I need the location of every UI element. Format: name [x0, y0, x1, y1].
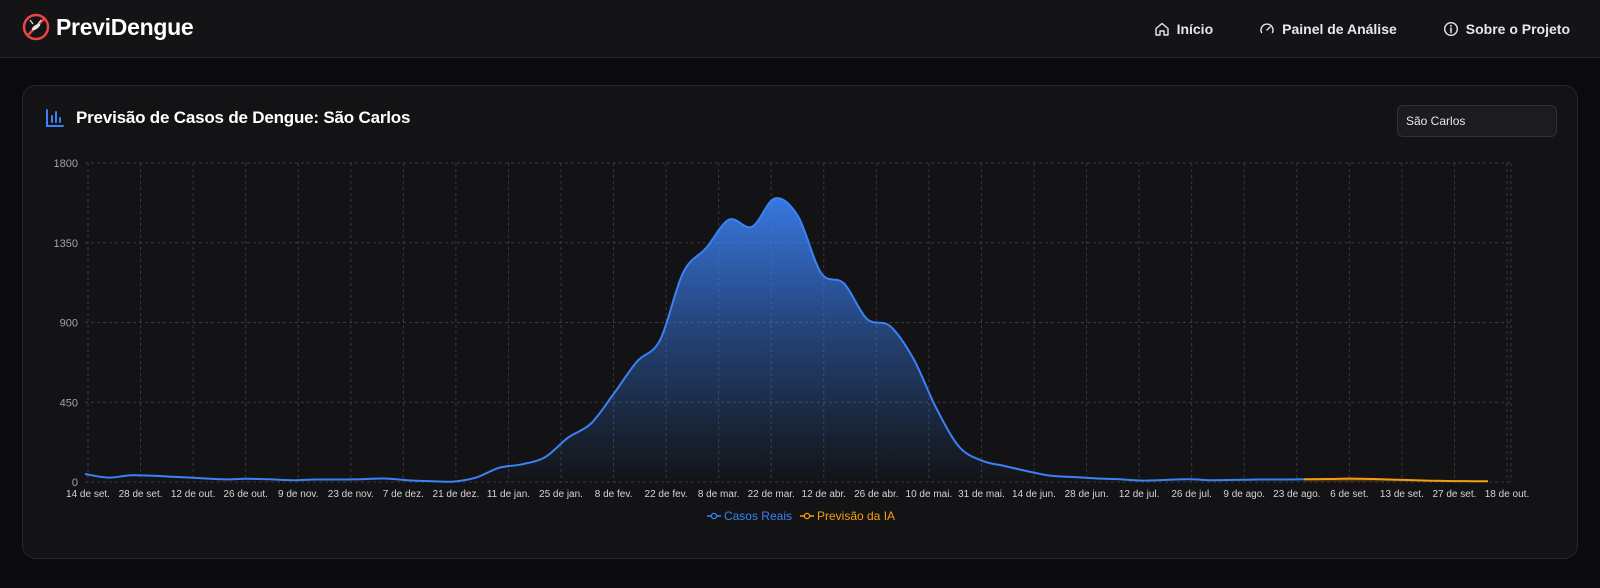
- x-tick-label: 31 de mai.: [958, 489, 1005, 500]
- x-tick-label: 23 de nov.: [328, 489, 374, 500]
- series-area-actual: [85, 198, 1304, 482]
- legend-label-forecast: Previsão da IA: [816, 509, 896, 523]
- legend-label-actual: Casos Reais: [723, 509, 792, 523]
- x-tick-label: 12 de out.: [171, 489, 215, 500]
- nav-link-label: Painel de Análise: [1282, 21, 1397, 37]
- x-tick-label: 22 de mar.: [748, 489, 795, 500]
- x-tick-label: 22 de fev.: [645, 489, 688, 500]
- x-tick-label: 26 de jul.: [1171, 489, 1212, 500]
- y-tick-label: 1350: [54, 238, 78, 250]
- chart-legend: Casos Reais Previsão da IA: [23, 509, 1579, 523]
- x-tick-label: 8 de mar.: [698, 489, 740, 500]
- x-tick-label: 14 de set.: [66, 489, 110, 500]
- bar-chart-icon: [46, 109, 64, 127]
- x-tick-label: 9 de nov.: [278, 489, 318, 500]
- x-tick-label: 21 de dez.: [433, 489, 480, 500]
- home-icon: [1154, 22, 1169, 36]
- x-tick-label: 26 de out.: [223, 489, 267, 500]
- x-tick-label: 13 de set.: [1380, 489, 1424, 500]
- brand-title: PreviDengue: [56, 13, 194, 40]
- forecast-chart: 0 450 900 1350 1800 14 de set. 28 de set. 12 de…: [54, 158, 1530, 500]
- x-tick-label: 6 de set.: [1330, 489, 1368, 500]
- x-tick-label: 28 de jun.: [1065, 489, 1109, 500]
- x-tick-label: 11 de jan.: [487, 489, 530, 500]
- city-select[interactable]: São Carlos: [1397, 105, 1557, 137]
- y-tick-label: 900: [60, 318, 78, 330]
- x-tick-label: 9 de ago.: [1223, 489, 1265, 500]
- x-tick-label: 18 de out.: [1485, 489, 1529, 500]
- mosquito-logo-icon: [22, 13, 50, 41]
- card-title: Previsão de Casos de Dengue: São Carlos: [76, 108, 411, 127]
- x-tick-label: 8 de fev.: [595, 489, 633, 500]
- series-line-actual: [84, 197, 1305, 483]
- nav-link-label: Sobre o Projeto: [1465, 21, 1570, 37]
- nav-links: Início Painel de Análise Sobre o Projeto: [1108, 0, 1570, 58]
- y-tick-label: 0: [72, 477, 78, 489]
- y-tick-label: 450: [60, 397, 78, 409]
- x-tick-label: 25 de jan.: [539, 489, 583, 500]
- x-tick-label: 26 de abr.: [854, 489, 898, 500]
- x-tick-label: 12 de jul.: [1119, 489, 1160, 500]
- y-tick-label: 1800: [54, 158, 78, 170]
- gauge-icon: [1260, 23, 1274, 34]
- nav-link-label: Início: [1176, 21, 1214, 37]
- legend-item-forecast[interactable]: Previsão da IA: [799, 509, 896, 523]
- series-line-forecast: [1303, 477, 1489, 483]
- card-header: Previsão de Casos de Dengue: São Carlos: [45, 108, 410, 128]
- x-tick-label: 14 de jun.: [1012, 489, 1056, 500]
- brand[interactable]: PreviDengue: [22, 13, 194, 41]
- forecast-card: 0 450 900 1350 1800 14 de set. 28 de set. 12 de…: [22, 85, 1578, 559]
- x-tick-label: 28 de set.: [119, 489, 163, 500]
- nav-link-painel[interactable]: Painel de Análise: [1259, 21, 1397, 37]
- x-tick-label: 12 de abr.: [802, 489, 846, 500]
- nav-link-inicio[interactable]: Início: [1154, 21, 1214, 37]
- legend-line-dot-icon: [706, 512, 721, 520]
- x-tick-label: 27 de set.: [1432, 489, 1476, 500]
- nav-link-sobre[interactable]: Sobre o Projeto: [1443, 21, 1570, 37]
- info-icon: [1443, 21, 1458, 37]
- x-tick-label: 10 de mai.: [906, 489, 953, 500]
- city-select-value: São Carlos: [1406, 114, 1466, 128]
- legend-item-actual[interactable]: Casos Reais: [706, 509, 792, 523]
- x-tick-label: 7 de dez.: [383, 489, 424, 500]
- x-tick-label: 23 de ago.: [1273, 489, 1320, 500]
- navbar: PreviDengue Início Painel de Análise Sob…: [0, 0, 1600, 58]
- legend-line-dot-icon: [799, 512, 814, 520]
